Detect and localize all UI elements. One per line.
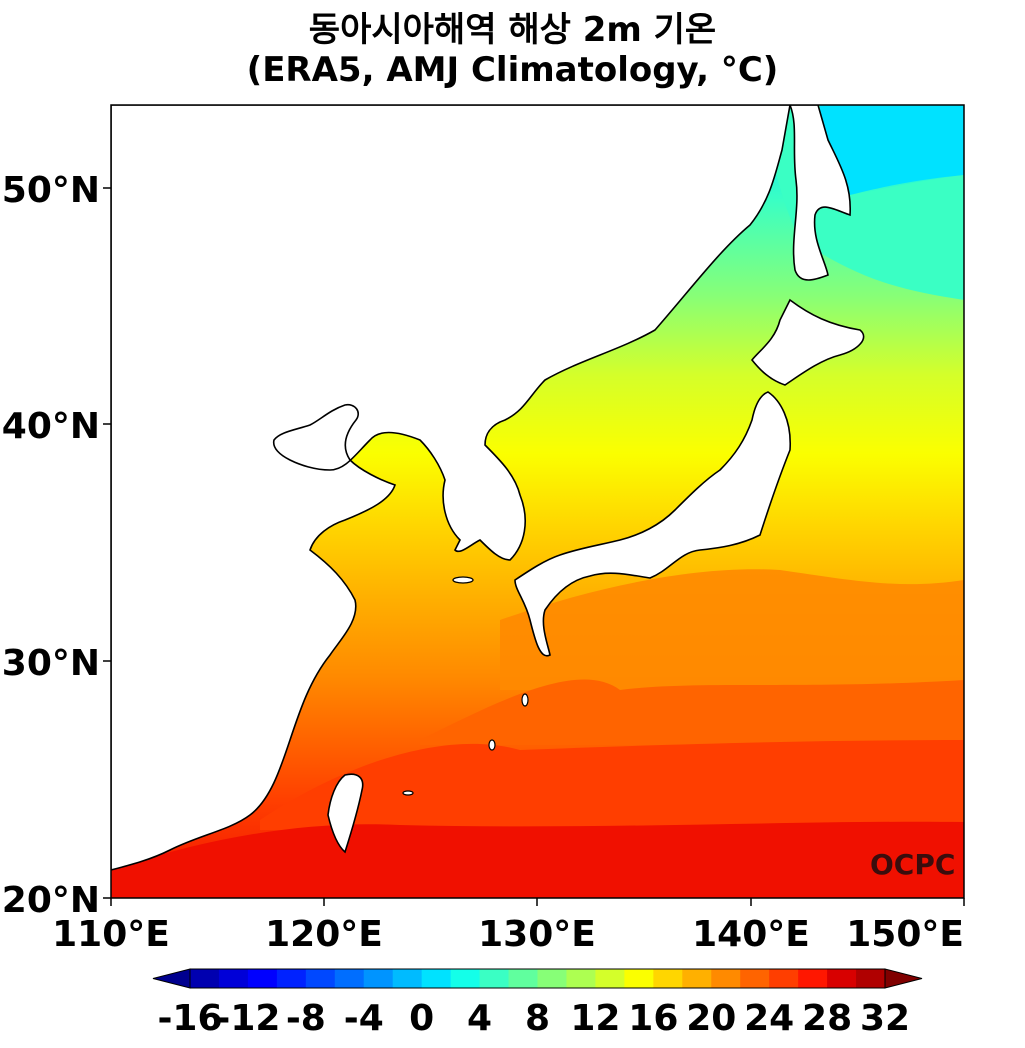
lon-tick-120: 120°E <box>265 914 383 955</box>
colorbar-swatch <box>190 969 220 988</box>
lat-tick-50: 50°N <box>2 170 100 211</box>
colorbar-under-arrow <box>152 968 191 989</box>
colorbar-labels: -16-12 -8 -4 0 4 8 12 16 20 24 28 32 <box>157 998 910 1039</box>
colorbar-swatch <box>595 969 625 988</box>
colorbar-swatch <box>276 969 307 988</box>
colorbar-swatch <box>305 969 336 988</box>
colorbar-swatch <box>218 969 249 988</box>
cold-band-north <box>820 105 964 195</box>
warm-band-east <box>500 569 964 690</box>
colorbar-tick-label: 12 <box>570 998 620 1039</box>
colorbar-tick-label: 4 <box>467 998 492 1039</box>
land-island-ryukyu-3 <box>402 790 414 796</box>
colorbar-swatch <box>537 969 567 988</box>
colorbar-frame <box>189 968 886 989</box>
colorbar-tick-label: -8 <box>286 998 326 1039</box>
map-area: OCPC <box>111 105 964 898</box>
lon-tick-130: 130°E <box>478 914 596 955</box>
land-jeju <box>452 576 474 584</box>
colorbar-tick-label: -16 <box>157 998 222 1039</box>
colorbar-swatch <box>740 969 770 988</box>
colorbar-tick-label: -12 <box>215 998 280 1039</box>
colorbar-swatch <box>653 969 683 988</box>
colorbar-tick-label: -4 <box>344 998 384 1039</box>
colorbar-swatch <box>421 969 452 988</box>
colorbar-swatch <box>856 969 886 988</box>
land-sakhalin <box>789 105 851 281</box>
colorbar-swatch <box>711 969 741 988</box>
lat-axis: 20°N 30°N 40°N 50°N <box>2 170 111 921</box>
colorbar-swatch <box>624 969 654 988</box>
land-mainland <box>111 105 791 871</box>
colorbar-tick-label: 32 <box>860 998 910 1039</box>
colorbar-tick-label: 8 <box>525 998 550 1039</box>
hottest-band <box>111 821 964 898</box>
lon-tick-140: 140°E <box>692 914 810 955</box>
map-title-line1: 동아시아해역 해상 2m 기온 <box>308 10 717 50</box>
colorbar-swatch <box>682 969 712 988</box>
lon-tick-110: 110°E <box>52 914 170 955</box>
hotter-band <box>260 740 964 830</box>
colorbar-swatch <box>827 969 857 988</box>
ocpc-watermark: OCPC <box>870 848 955 881</box>
colorbar-swatch <box>479 969 510 988</box>
colorbar-tick-label: 20 <box>686 998 736 1039</box>
colorbar-tick-label: 24 <box>744 998 794 1039</box>
land-hokkaido <box>750 298 865 386</box>
colorbar-swatch <box>798 969 828 988</box>
land-honshu <box>514 391 791 657</box>
colorbar-tick-label: 28 <box>802 998 852 1039</box>
lat-tick-30: 30°N <box>2 643 100 684</box>
colorbar-over-arrow <box>884 968 923 989</box>
colorbar-swatch <box>450 969 481 988</box>
colorbar-swatch <box>769 969 799 988</box>
hot-band-east <box>420 679 964 745</box>
land-taiwan <box>327 773 364 854</box>
lat-tick-20: 20°N <box>2 880 100 921</box>
colorbar-tick-label: 0 <box>409 998 434 1039</box>
colorbar-swatch <box>392 969 423 988</box>
colorbar-swatch <box>334 969 365 988</box>
map-title-line2: (ERA5, AMJ Climatology, °C) <box>246 50 779 90</box>
colorbar-tick-label: 16 <box>628 998 678 1039</box>
lon-tick-150: 150°E <box>846 914 964 955</box>
lat-tick-40: 40°N <box>2 406 100 447</box>
colorbar-swatch <box>363 969 394 988</box>
lon-axis: 110°E 120°E 130°E 140°E 150°E <box>52 898 965 955</box>
colorbar-swatch <box>247 969 278 988</box>
colorbar-swatch <box>566 969 596 988</box>
land-island-ryukyu-2 <box>488 739 496 751</box>
colorbar <box>152 968 923 989</box>
colorbar-swatch <box>508 969 538 988</box>
land-island-ryukyu-1 <box>521 693 529 707</box>
